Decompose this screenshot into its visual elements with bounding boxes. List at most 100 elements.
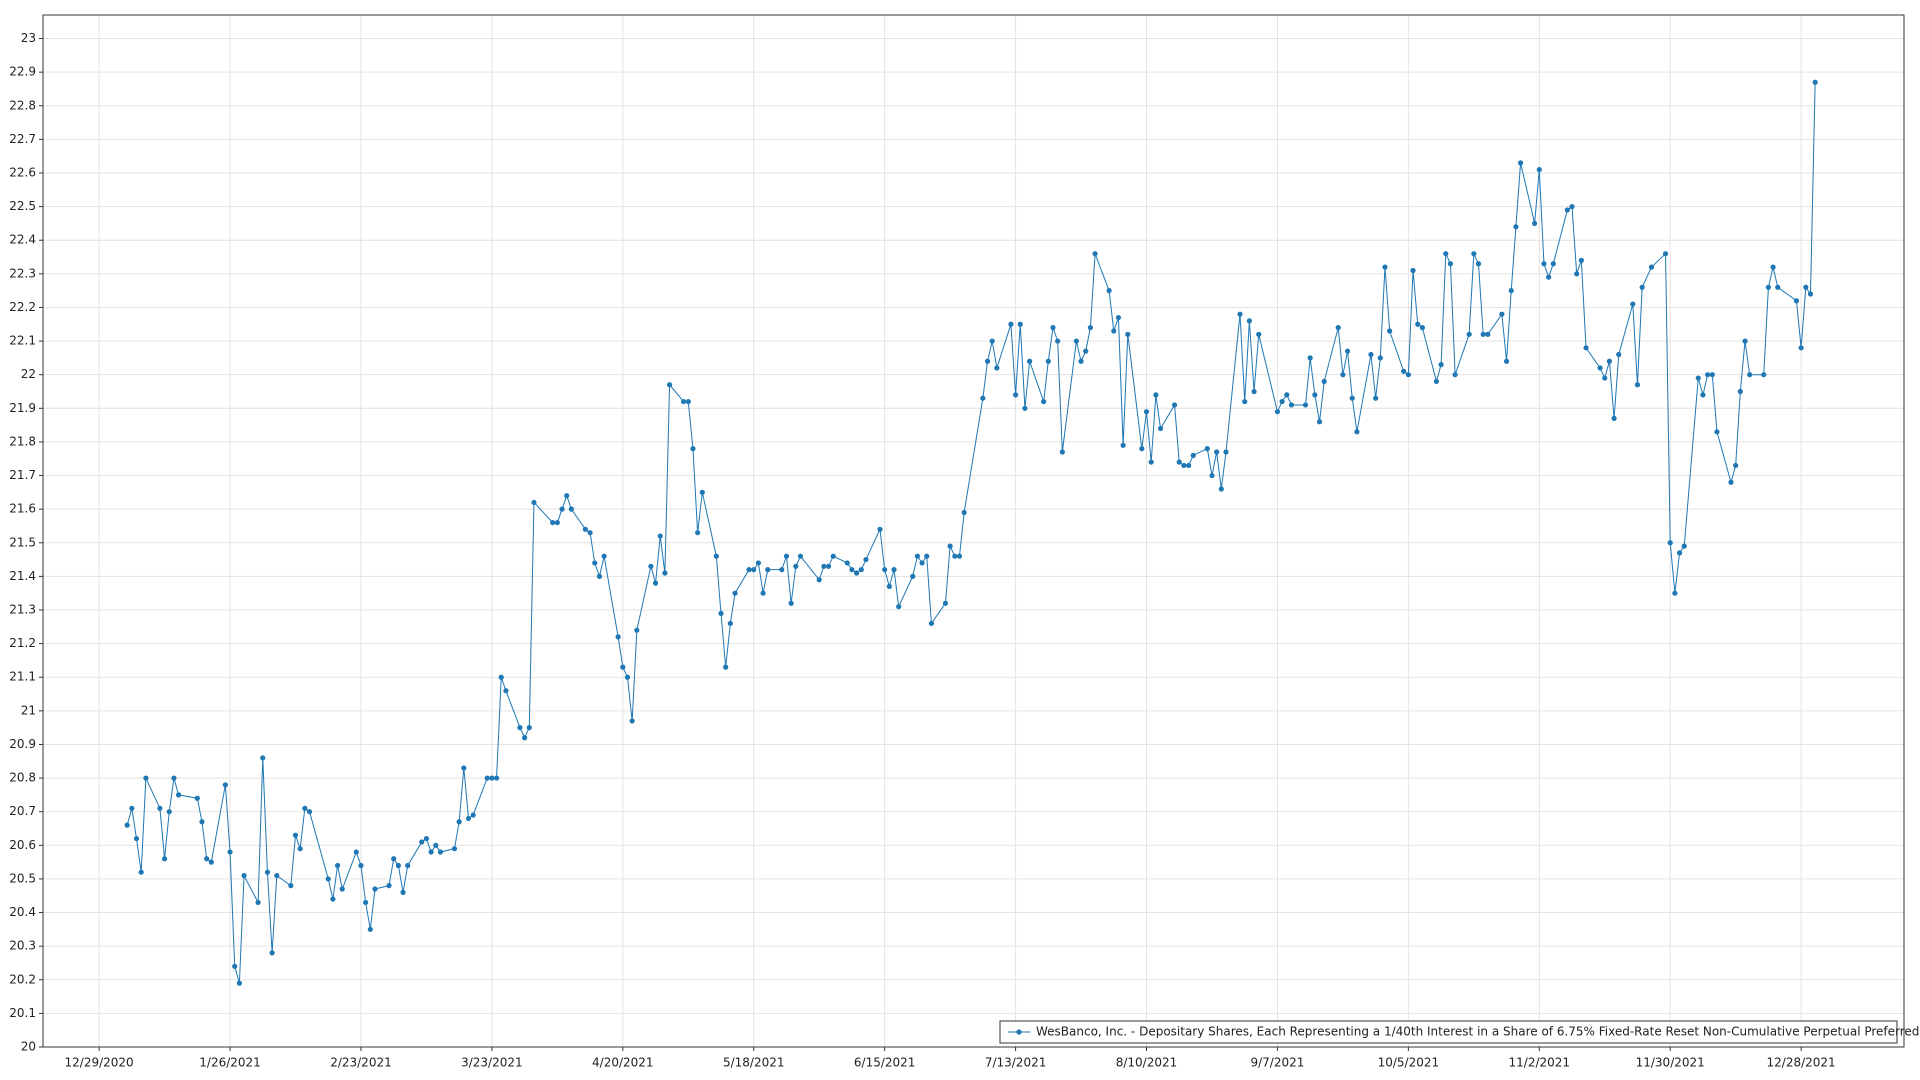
x-tick-label: 10/5/2021	[1378, 1056, 1440, 1070]
x-tick-label: 4/20/2021	[592, 1056, 654, 1070]
data-point	[1728, 479, 1734, 485]
data-point	[1662, 251, 1669, 257]
data-point	[1419, 325, 1425, 331]
data-point	[1761, 372, 1767, 378]
data-point	[746, 567, 752, 573]
data-point	[1793, 298, 1800, 304]
data-point	[260, 755, 266, 761]
data-point	[1382, 264, 1388, 270]
data-point	[1700, 392, 1706, 398]
y-tick-label: 21	[21, 703, 36, 717]
x-tick-label: 12/28/2021	[1767, 1056, 1836, 1070]
y-tick-label: 21.5	[9, 535, 36, 549]
data-point	[914, 553, 920, 559]
y-tick-label: 20.8	[9, 771, 36, 785]
y-tick-label: 22.8	[9, 98, 36, 112]
data-point	[143, 775, 149, 781]
data-point	[816, 577, 822, 583]
data-point	[751, 567, 757, 573]
data-point	[292, 832, 299, 838]
data-point	[1256, 331, 1262, 337]
data-point	[863, 556, 869, 563]
data-point	[133, 835, 140, 842]
data-point	[1111, 328, 1117, 334]
data-point	[1274, 409, 1281, 415]
data-point	[1059, 449, 1065, 455]
data-point	[531, 499, 537, 506]
data-point	[713, 553, 719, 559]
y-tick-label: 21.1	[9, 670, 36, 684]
data-point	[1073, 338, 1079, 344]
y-tick-label: 22.3	[9, 266, 36, 280]
data-point	[680, 398, 687, 405]
data-point	[166, 809, 172, 815]
data-point	[942, 600, 949, 606]
data-point	[727, 620, 733, 627]
data-point	[564, 493, 570, 499]
data-point	[620, 664, 626, 670]
data-point	[980, 395, 986, 401]
y-tick-label: 22.4	[9, 233, 36, 247]
data-point	[1466, 331, 1472, 337]
data-point	[1508, 288, 1514, 294]
data-point	[526, 725, 532, 731]
data-point	[1616, 351, 1622, 358]
data-point	[989, 338, 995, 344]
data-point	[1387, 328, 1393, 334]
y-tick-label: 20.3	[9, 939, 36, 953]
data-point	[910, 573, 916, 579]
data-point	[961, 509, 967, 516]
data-point	[437, 849, 444, 855]
data-point	[699, 489, 705, 495]
data-point	[456, 819, 462, 825]
data-point	[522, 735, 528, 741]
data-point	[1246, 318, 1252, 324]
data-point	[1354, 429, 1360, 435]
data-point	[732, 590, 738, 596]
legend-label: WesBanco, Inc. - Depositary Shares, Each…	[1036, 1025, 1920, 1039]
x-tick-label: 6/15/2021	[854, 1056, 916, 1070]
y-tick-label: 20.5	[9, 871, 36, 885]
data-point	[1550, 261, 1556, 267]
data-point	[1008, 321, 1014, 327]
data-point	[685, 398, 691, 405]
data-point	[1672, 590, 1678, 596]
data-point	[423, 835, 430, 842]
data-point	[124, 822, 130, 828]
data-point	[176, 792, 182, 798]
data-point	[236, 980, 242, 986]
data-point	[947, 543, 953, 549]
data-point	[1775, 284, 1781, 290]
data-point	[1733, 462, 1739, 469]
x-tick-label: 11/2/2021	[1509, 1056, 1571, 1070]
data-point	[1606, 358, 1613, 364]
data-point	[334, 862, 341, 869]
data-point	[1022, 405, 1028, 411]
data-point	[788, 600, 794, 606]
data-point	[1078, 358, 1084, 364]
data-point	[138, 869, 144, 875]
y-tick-label: 21.6	[9, 502, 36, 516]
data-point	[1237, 311, 1243, 317]
data-point	[657, 533, 663, 539]
data-point	[648, 563, 654, 569]
data-point	[1415, 321, 1421, 327]
data-point	[1798, 345, 1804, 351]
data-point	[1153, 392, 1159, 398]
y-tick-label: 22	[21, 367, 36, 381]
data-point	[849, 567, 855, 573]
data-point	[1214, 449, 1220, 455]
data-point	[1667, 540, 1673, 546]
x-tick-label: 2/23/2021	[330, 1056, 392, 1070]
data-point	[1499, 311, 1505, 317]
data-point	[1452, 372, 1458, 378]
data-point	[1012, 392, 1019, 398]
data-point	[1536, 167, 1542, 173]
data-point	[1050, 325, 1056, 331]
data-point	[1485, 331, 1491, 337]
data-point	[1125, 331, 1131, 337]
data-point	[891, 567, 897, 573]
data-point	[882, 567, 888, 573]
data-point	[1630, 301, 1636, 307]
